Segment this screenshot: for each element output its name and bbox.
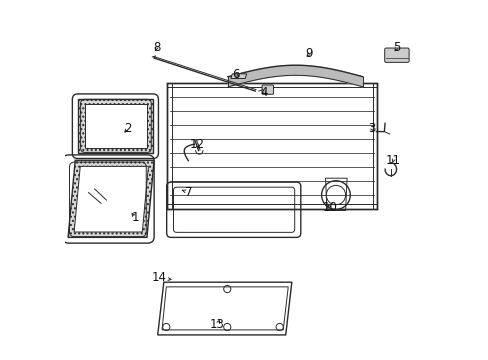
FancyBboxPatch shape xyxy=(262,85,273,94)
Polygon shape xyxy=(230,74,246,78)
Text: 9: 9 xyxy=(305,47,312,60)
Text: 1: 1 xyxy=(131,211,139,224)
Polygon shape xyxy=(74,166,148,232)
Text: 7: 7 xyxy=(182,186,192,199)
Text: 14: 14 xyxy=(151,271,171,284)
Text: 6: 6 xyxy=(231,68,239,81)
Text: 10: 10 xyxy=(322,202,337,215)
Polygon shape xyxy=(85,104,147,148)
Polygon shape xyxy=(228,65,362,87)
FancyBboxPatch shape xyxy=(384,48,408,62)
Text: 4: 4 xyxy=(260,86,267,99)
Polygon shape xyxy=(78,99,153,153)
Text: 12: 12 xyxy=(189,138,204,151)
Polygon shape xyxy=(68,160,154,237)
Text: 8: 8 xyxy=(153,41,160,54)
Text: 13: 13 xyxy=(210,318,224,331)
Text: 2: 2 xyxy=(124,122,131,135)
Text: 3: 3 xyxy=(367,122,375,135)
Text: 5: 5 xyxy=(392,41,400,54)
Text: 11: 11 xyxy=(385,154,400,167)
